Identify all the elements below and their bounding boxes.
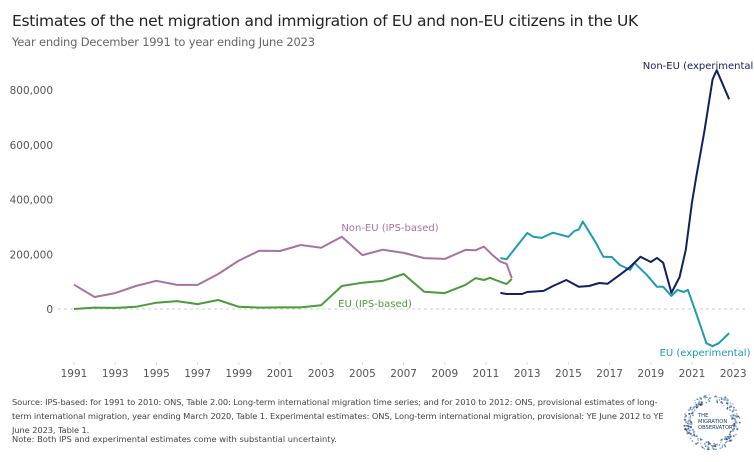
x-tick-label: 2003 — [308, 368, 335, 380]
series-label: EU (experimental) — [660, 348, 751, 359]
y-tick-label: 600,000 — [10, 140, 53, 152]
series-label: EU (IPS-based) — [338, 299, 412, 310]
x-tick-label: 2013 — [514, 368, 541, 380]
source-text: Source: IPS-based: for 1991 to 2010: ONS… — [12, 397, 664, 435]
x-tick-label: 1997 — [184, 368, 211, 380]
x-tick-label: 2023 — [720, 368, 747, 380]
x-tick-label: 2019 — [637, 368, 664, 380]
x-tick-label: 2005 — [349, 368, 376, 380]
series-line-eu-experimental — [500, 220, 730, 348]
y-tick-label: 0 — [46, 304, 53, 316]
series-label: Non-EU (IPS-based) — [341, 223, 438, 234]
x-tick-label: 1995 — [143, 368, 170, 380]
x-tick-label: 1999 — [225, 368, 252, 380]
chart-subtitle: Year ending December 1991 to year ending… — [12, 35, 315, 49]
x-tick-label: 2017 — [596, 368, 623, 380]
x-tick-label: 2015 — [555, 368, 582, 380]
y-tick-label: 800,000 — [10, 85, 53, 97]
series-line-eu-ips-based — [73, 273, 513, 310]
series-label: Non-EU (experimental) — [643, 61, 754, 72]
y-tick-label: 400,000 — [10, 195, 53, 207]
y-tick-label: 200,000 — [10, 249, 53, 261]
note-text: Note: Both IPS and experimental estimate… — [12, 434, 337, 444]
x-tick-label: 2007 — [390, 368, 417, 380]
series-line-non-eu-experimental — [500, 69, 731, 295]
x-tick-label: 2009 — [431, 368, 458, 380]
x-tick-label: 1991 — [61, 368, 88, 380]
x-tick-label: 1993 — [102, 368, 129, 380]
x-tick-label: 2011 — [473, 368, 500, 380]
x-tick-label: 2021 — [679, 368, 706, 380]
series-line-non-eu-ips-based — [73, 235, 513, 298]
x-tick-label: 2001 — [267, 368, 294, 380]
chart-title: Estimates of the net migration and immig… — [12, 12, 638, 30]
